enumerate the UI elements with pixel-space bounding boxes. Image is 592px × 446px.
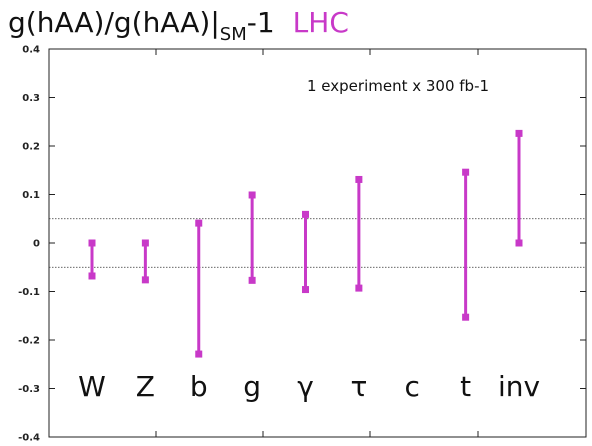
y-tick-label-4: 0 <box>33 239 40 250</box>
y-tick-label-1: -0.3 <box>18 384 40 395</box>
range-bar-high-marker-4 <box>302 210 309 218</box>
range-bar-2 <box>195 219 203 358</box>
range-bar-4 <box>302 210 309 294</box>
y-axis-ticks: -0.4 -0.3 -0.2 -0.1 0 0.1 0.2 0.3 0.4 <box>18 45 586 444</box>
range-bar-high-marker-8 <box>515 129 523 137</box>
x-axis-ticks <box>155 49 479 437</box>
chart-title: g(hAA)/g(hAA)|SM-1 LHC <box>8 6 349 45</box>
y-tick-label-7: 0.3 <box>22 93 40 104</box>
range-bar-high-marker-5 <box>355 175 363 183</box>
category-label-8: inv <box>498 370 540 403</box>
range-bar-low-marker-3 <box>248 276 256 284</box>
range-bar-high-marker-3 <box>248 191 256 199</box>
range-bar-low-marker-8 <box>515 239 523 247</box>
category-label-4: γ <box>297 370 314 403</box>
range-bar-3 <box>248 191 256 284</box>
range-bar-high-marker-2 <box>195 219 203 227</box>
range-bar-low-marker-2 <box>195 350 203 358</box>
range-bar-low-marker-1 <box>141 276 149 284</box>
range-bar-low-marker-7 <box>462 313 470 321</box>
y-tick-label-0: -0.4 <box>18 433 40 444</box>
range-bar-5 <box>355 175 363 292</box>
range-bar-0 <box>88 239 96 280</box>
y-tick-label-8: 0.4 <box>22 45 40 56</box>
category-label-5: τ <box>350 370 367 403</box>
category-label-6: c <box>405 370 420 403</box>
range-bar-low-marker-4 <box>302 286 309 294</box>
y-tick-label-6: 0.2 <box>22 142 40 153</box>
category-label-0: W <box>78 370 106 403</box>
y-tick-label-3: -0.1 <box>18 287 40 298</box>
range-bar-high-marker-1 <box>141 239 149 247</box>
category-label-1: Z <box>136 370 155 403</box>
category-label-7: t <box>460 370 471 403</box>
category-label-2: b <box>190 370 208 403</box>
range-bar-low-marker-0 <box>88 272 96 280</box>
y-tick-label-2: -0.2 <box>18 336 40 347</box>
range-bars <box>88 129 523 358</box>
range-bar-7 <box>462 168 470 321</box>
range-bar-high-marker-0 <box>88 239 96 247</box>
chart-annotation: 1 experiment x 300 fb-1 <box>307 77 489 95</box>
reference-lines <box>49 218 586 268</box>
range-bar-low-marker-5 <box>355 284 363 292</box>
title-suffix: -1 <box>246 6 275 39</box>
title-prefix: g(hAA)/g(hAA)| <box>8 6 220 39</box>
category-label-3: g <box>243 370 261 403</box>
range-bar-8 <box>515 129 523 247</box>
range-bar-1 <box>141 239 149 284</box>
y-tick-label-5: 0.1 <box>22 190 40 201</box>
range-bar-high-marker-7 <box>462 168 470 176</box>
title-accent: LHC <box>292 6 349 39</box>
title-subscript: SM <box>219 24 247 45</box>
